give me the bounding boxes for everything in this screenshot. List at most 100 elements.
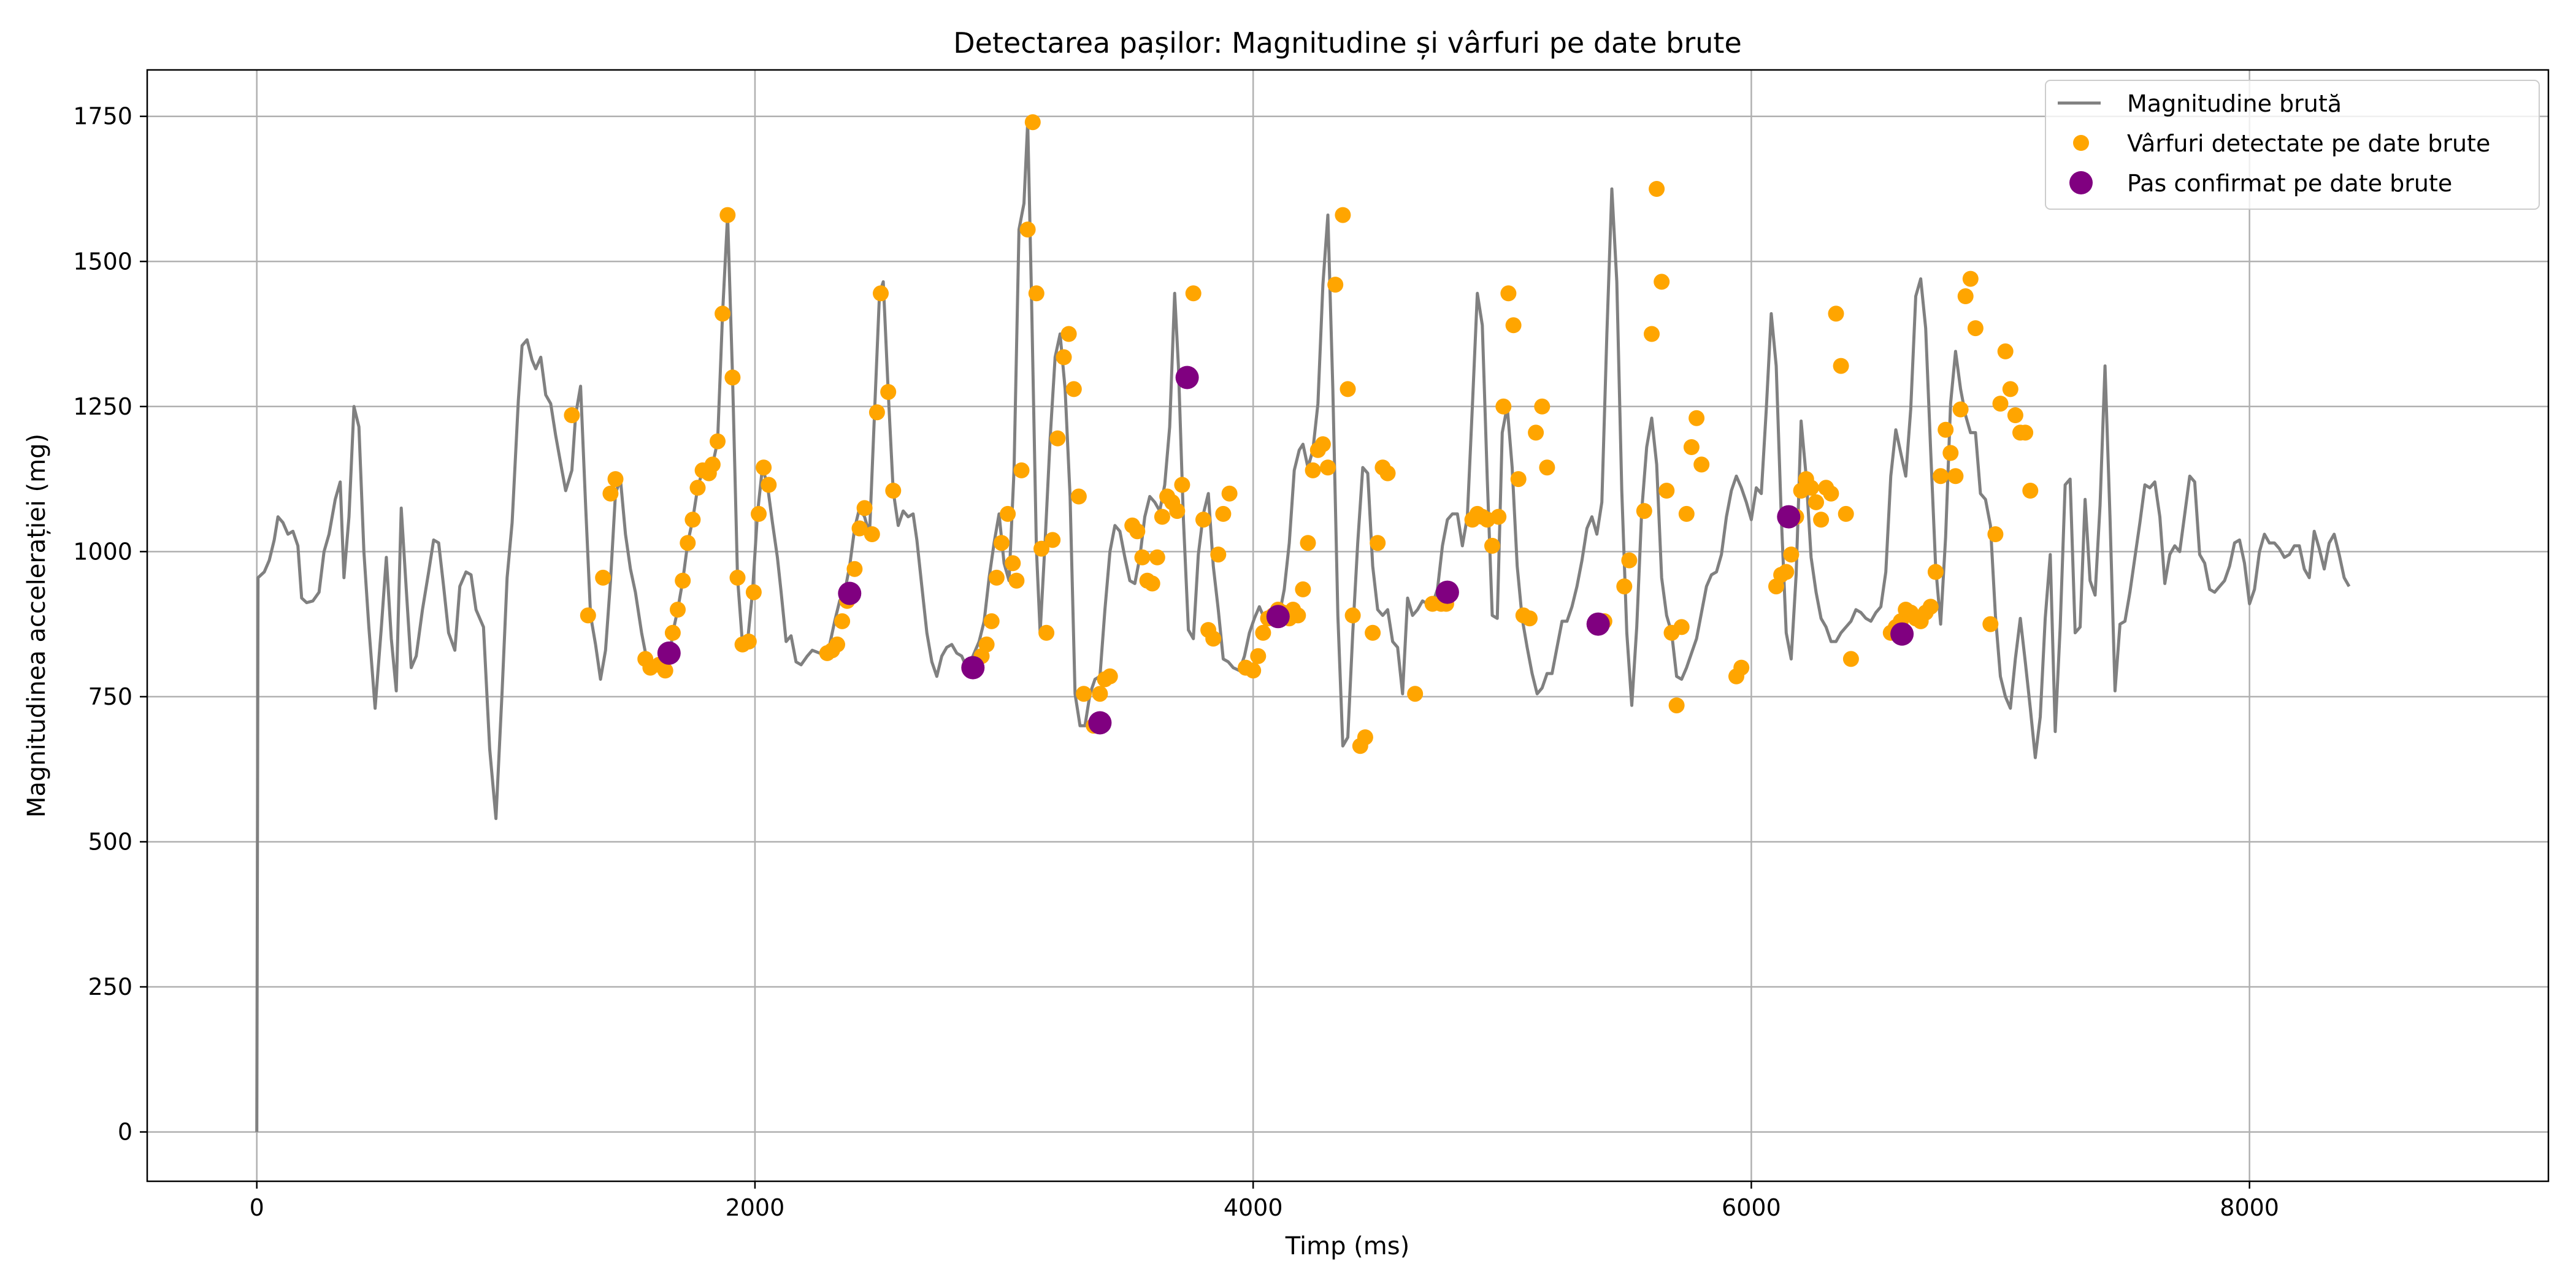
detected-peak-point — [684, 512, 701, 528]
detected-peak-point — [1534, 398, 1551, 415]
detected-peak-point — [1250, 648, 1267, 664]
detected-peak-point — [1828, 305, 1844, 322]
detected-peak-point — [1528, 424, 1544, 441]
detected-peak-point — [1490, 508, 1507, 525]
confirmed-step-point — [1175, 366, 1199, 389]
detected-peak-point — [1992, 396, 2009, 412]
detected-peak-point — [1049, 430, 1066, 447]
detected-peak-point — [1365, 624, 1381, 641]
detected-peak-point — [1129, 523, 1146, 540]
detected-peak-point — [1673, 619, 1690, 635]
y-tick-label: 1750 — [73, 103, 132, 130]
detected-peak-point — [2002, 381, 2018, 397]
detected-peak-point — [1169, 503, 1186, 519]
detected-peak-point — [1678, 505, 1695, 522]
detected-peak-point — [607, 471, 624, 488]
detected-peak-point — [1320, 459, 1336, 476]
detected-peak-point — [2007, 407, 2023, 423]
detected-peak-point — [1803, 480, 1819, 496]
detected-peak-point — [1185, 285, 1202, 302]
detected-peak-point — [1616, 578, 1633, 595]
detected-peak-point — [1649, 181, 1665, 197]
detected-peak-point — [1033, 540, 1049, 557]
confirmed-step-point — [1586, 612, 1610, 636]
x-tick-label: 2000 — [726, 1194, 785, 1221]
detected-peak-point — [657, 662, 673, 679]
detected-peak-point — [1510, 471, 1527, 488]
detected-peak-point — [1065, 381, 1082, 397]
detected-peak-point — [1689, 410, 1705, 426]
legend: Magnitudine brută Vârfuri detectate pe d… — [2045, 80, 2540, 210]
detected-peak-point — [704, 456, 721, 473]
detected-peak-point — [1340, 381, 1356, 397]
detected-peak-point — [1102, 668, 1118, 684]
y-tick-label: 500 — [88, 828, 132, 855]
x-tick-label: 6000 — [1722, 1194, 1781, 1221]
detected-peak-point — [580, 607, 596, 624]
y-tick-label: 1500 — [73, 248, 132, 275]
detected-peak-point — [1933, 468, 1949, 485]
detected-peak-point — [1778, 564, 1795, 580]
detected-peak-point — [664, 624, 681, 641]
detected-peak-point — [564, 407, 580, 423]
detected-peak-point — [1962, 270, 1979, 287]
detected-peak-point — [740, 634, 757, 650]
detected-peak-point — [1008, 572, 1025, 589]
legend-label-peaks: Vârfuri detectate pe date brute — [2127, 130, 2490, 157]
detected-peak-point — [1056, 349, 1072, 366]
detected-peak-point — [1045, 532, 1061, 548]
detected-peak-point — [829, 636, 845, 653]
detected-peak-point — [675, 572, 691, 589]
detected-peak-point — [710, 433, 726, 450]
detected-peak-point — [1407, 686, 1424, 702]
confirmed-step-point — [1777, 505, 1801, 529]
detected-peak-point — [834, 613, 851, 629]
detected-peak-point — [1636, 503, 1652, 519]
y-tick-label: 1250 — [73, 393, 132, 420]
confirmed-step-point — [1266, 605, 1290, 629]
detected-peak-point — [856, 500, 873, 516]
detected-peak-point — [1783, 546, 1800, 563]
legend-label-steps: Pas confirmat pe date brute — [2127, 170, 2452, 197]
confirmed-step-point — [1088, 711, 1112, 735]
detected-peak-point — [745, 584, 762, 600]
detected-peak-point — [1693, 456, 1710, 473]
detected-peak-point — [1000, 505, 1016, 522]
detected-peak-point — [1927, 564, 1944, 580]
detected-peak-point — [1982, 616, 1999, 632]
detected-peak-point — [1210, 546, 1227, 563]
detected-peak-point — [864, 526, 880, 542]
detected-peak-point — [756, 459, 772, 476]
detected-peak-point — [868, 404, 885, 421]
detected-peak-point — [1245, 662, 1262, 679]
y-axis-label: Magnitudinea accelerației (mg) — [23, 434, 51, 818]
confirmed-step-point — [838, 581, 862, 605]
steps-series-layer — [657, 366, 1914, 735]
detected-peak-point — [1644, 326, 1660, 342]
detected-peak-point — [751, 505, 767, 522]
detected-peak-point — [1957, 288, 1974, 304]
detected-peak-point — [1335, 207, 1351, 223]
detected-peak-point — [595, 569, 611, 586]
detected-peak-point — [1838, 505, 1854, 522]
detected-peak-point — [1947, 468, 1964, 485]
detected-peak-point — [1070, 488, 1087, 505]
confirmed-step-point — [961, 656, 985, 680]
detected-peak-point — [1813, 512, 1830, 528]
detected-peak-point — [1092, 686, 1108, 702]
detected-peak-point — [1522, 610, 1538, 627]
detected-peak-point — [670, 602, 686, 618]
detected-peak-point — [680, 535, 696, 551]
detected-peak-point — [1005, 555, 1021, 572]
detected-peak-point — [1668, 697, 1685, 714]
detected-peak-point — [1495, 398, 1512, 415]
detected-peak-point — [1144, 575, 1160, 592]
detected-peak-point — [1024, 114, 1041, 131]
x-tick-label: 0 — [250, 1194, 264, 1221]
ticks: 0 2000 4000 6000 8000 0 250 500 750 1000 1250 1500 1… — [73, 103, 2279, 1221]
detected-peak-point — [1654, 274, 1670, 290]
detected-peak-point — [1370, 535, 1386, 551]
detected-peak-point — [1134, 549, 1151, 565]
detected-peak-point — [885, 483, 902, 499]
